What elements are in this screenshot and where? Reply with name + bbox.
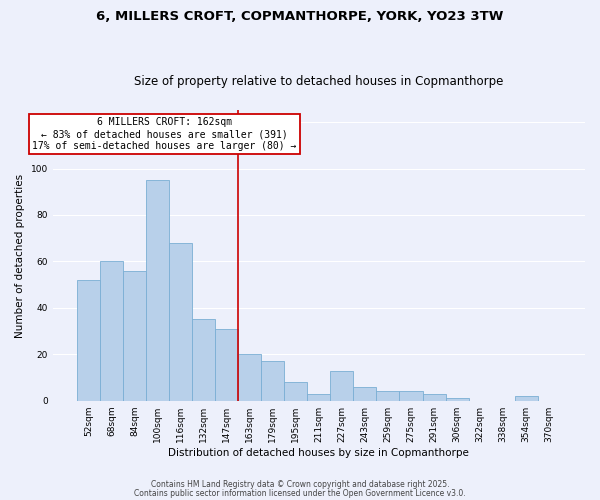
Title: Size of property relative to detached houses in Copmanthorpe: Size of property relative to detached ho… bbox=[134, 76, 503, 88]
Bar bbox=[169, 243, 192, 400]
Bar bbox=[515, 396, 538, 400]
Text: Contains public sector information licensed under the Open Government Licence v3: Contains public sector information licen… bbox=[134, 490, 466, 498]
Bar bbox=[400, 392, 422, 400]
Text: Contains HM Land Registry data © Crown copyright and database right 2025.: Contains HM Land Registry data © Crown c… bbox=[151, 480, 449, 489]
X-axis label: Distribution of detached houses by size in Copmanthorpe: Distribution of detached houses by size … bbox=[169, 448, 469, 458]
Bar bbox=[261, 361, 284, 401]
Bar bbox=[215, 328, 238, 400]
Bar bbox=[376, 392, 400, 400]
Bar bbox=[307, 394, 331, 400]
Bar bbox=[446, 398, 469, 400]
Bar bbox=[123, 270, 146, 400]
Bar bbox=[238, 354, 261, 401]
Bar bbox=[284, 382, 307, 400]
Bar bbox=[331, 370, 353, 400]
Bar bbox=[422, 394, 446, 400]
Text: 6, MILLERS CROFT, COPMANTHORPE, YORK, YO23 3TW: 6, MILLERS CROFT, COPMANTHORPE, YORK, YO… bbox=[97, 10, 503, 23]
Bar bbox=[100, 262, 123, 400]
Text: 6 MILLERS CROFT: 162sqm
← 83% of detached houses are smaller (391)
17% of semi-d: 6 MILLERS CROFT: 162sqm ← 83% of detache… bbox=[32, 118, 296, 150]
Y-axis label: Number of detached properties: Number of detached properties bbox=[15, 174, 25, 338]
Bar bbox=[77, 280, 100, 400]
Bar bbox=[146, 180, 169, 400]
Bar bbox=[192, 320, 215, 400]
Bar bbox=[353, 387, 376, 400]
